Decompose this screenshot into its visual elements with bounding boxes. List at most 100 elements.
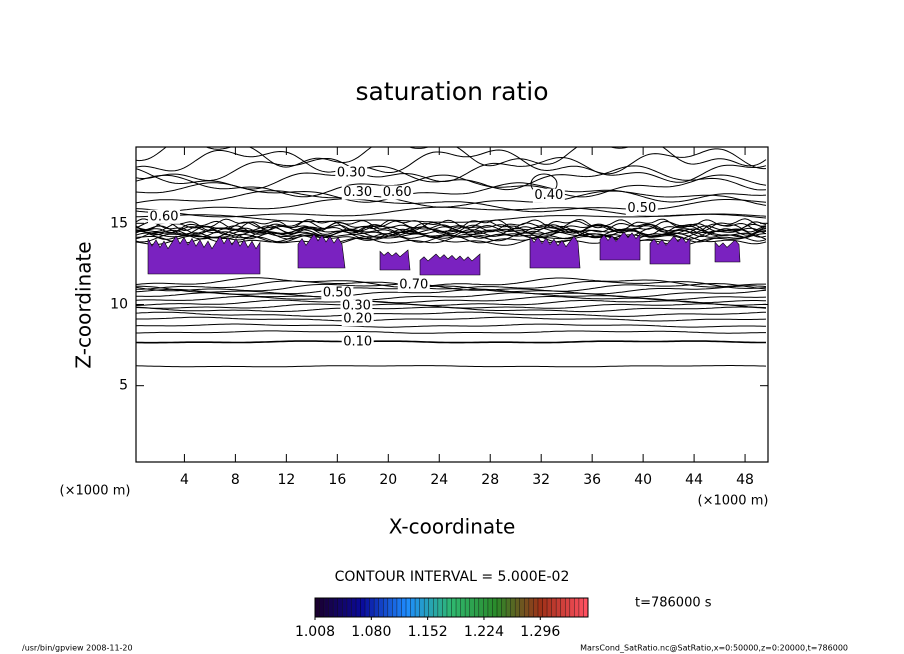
contour-line [136,288,767,298]
contour-label: 0.30 [343,185,372,200]
contour-line [136,330,766,334]
colorbar-tick-label: 1.008 [295,624,335,640]
colorbar-frame [314,597,589,618]
contour-line [136,277,766,288]
contour-label: 0.60 [150,209,179,224]
x-tick-label: 40 [634,472,652,488]
footer-right: MarsCond_SatRatio.nc@SatRatio,x=0:50000,… [580,644,848,653]
contour-line [136,292,767,301]
colorbar-cell [524,598,529,617]
colorbar-cell [506,598,511,617]
contour-label: 0.50 [323,286,352,301]
contour-label-bg [321,286,354,301]
colorbar-cell [374,598,379,617]
x-tick-label: 48 [736,472,754,488]
colorbar-cell [351,598,356,617]
y-tick-label: 5 [119,378,128,394]
colorbar-cell [428,598,434,617]
colorbar-cell [469,598,475,617]
colorbar-cell [442,598,447,617]
contour-label: 0.40 [534,188,563,203]
supersaturated-region [714,239,741,263]
contour-line [136,218,767,232]
colorbar-cell [369,598,375,617]
colorbar-cell [392,598,397,617]
colorbar-cell [583,598,588,617]
footer-left: /usr/bin/gpview 2008-11-20 [22,644,133,653]
contour-label: 0.30 [342,299,371,314]
colorbar-cell [346,598,352,617]
colorbar-cell [483,598,488,617]
contour-label: 0.70 [399,278,428,293]
colorbar-cell [456,598,461,617]
contour-label-bg [381,185,414,200]
y-unit: (×1000 m) [60,484,131,499]
colorbar-cell [533,598,538,617]
contour-label-bg [340,299,373,314]
colorbar-cell [465,598,470,617]
colorbar-cell [474,598,479,617]
colorbar-cell [478,598,484,617]
y-axis-label: Z-coordinate [72,241,96,368]
colorbar-cell [419,598,425,617]
colorbar-cell [519,598,525,617]
colorbar-cell [560,598,566,617]
contour-label-bg [341,312,374,327]
contour-label: 0.20 [343,312,372,327]
colorbar-cell [378,598,384,617]
x-tick-label: 44 [685,472,703,488]
colorbar-cell [574,598,579,617]
colorbar-cell [565,598,570,617]
contour-line [136,223,767,236]
colorbar-cell [365,598,370,617]
x-tick-label: 4 [180,472,189,488]
contour-label-bg [625,201,658,216]
colorbar-cell [319,598,325,617]
contour-line [136,299,767,306]
contour-line [136,219,767,233]
supersaturated-region [297,233,346,269]
colorbar-cell [537,598,543,617]
supersaturated-region [147,235,261,275]
colorbar-cell [501,598,507,617]
contour-line [136,148,766,175]
x-tick-label: 36 [583,472,601,488]
colorbar-cell [487,598,493,617]
colorbar-cell [415,598,420,617]
colorbar-cell [328,598,334,617]
contour-line [136,190,767,208]
contour-line [136,224,767,239]
contour-label-bg [532,188,565,203]
colorbar-cell [337,598,343,617]
colorbar-cell [424,598,429,617]
supersaturated-region [419,253,481,276]
contour-line [136,147,767,168]
colorbar-cell [333,598,338,617]
colorbar-tick-label: 1.224 [464,624,504,640]
colorbar-cell [492,598,497,617]
x-unit: (×1000 m) [698,494,769,509]
contour-line [136,340,766,344]
contour-label: 0.10 [343,334,372,349]
colorbar-cell [360,598,366,617]
colorbar-cell [528,598,534,617]
colorbar-tick-label: 1.152 [408,624,448,640]
contour-interval: CONTOUR INTERVAL = 5.000E-02 [335,569,570,585]
colorbar-cell [542,598,548,617]
colorbar-cell [460,598,466,617]
colorbar-cell [406,598,411,617]
contour-line [136,311,767,317]
contours: 0.300.30 0.60 0.400.500.600.700.500.300.20… [136,147,767,368]
contour-label: 0.60 [383,185,412,200]
contour-line [136,280,767,290]
contour-line [136,220,767,234]
x-axis-label: X-coordinate [389,515,516,539]
time-label: t=786000 s [635,596,712,611]
contour-label-bg [397,278,430,293]
contour-line [136,365,767,368]
x-tick-label: 12 [277,472,295,488]
chart-title: saturation ratio [355,77,548,106]
x-tick-label: 16 [328,472,346,488]
contour-line [136,323,766,328]
x-tick-label: 20 [379,472,397,488]
